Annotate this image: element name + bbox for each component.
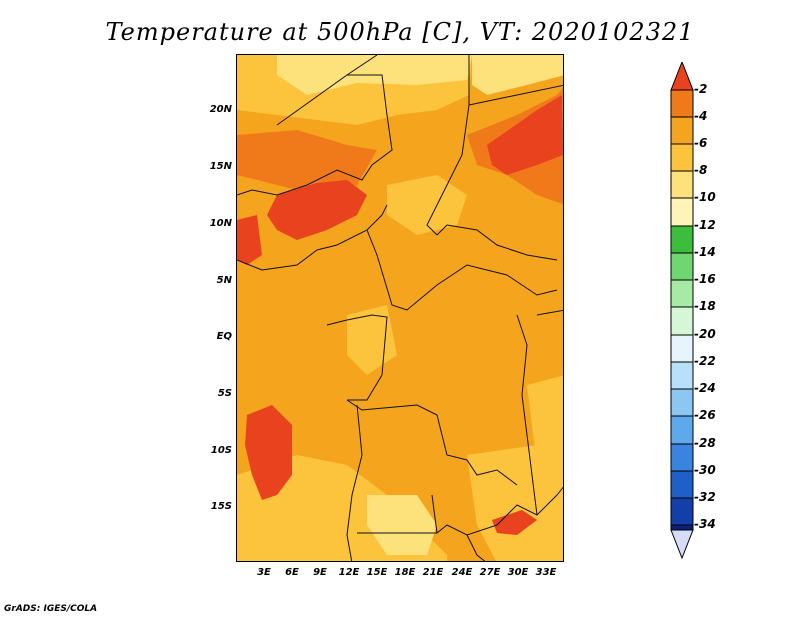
colorbar-label: -32: [694, 490, 716, 504]
border-nigeria-south: [237, 204, 388, 271]
lon-label-15e: 15E: [366, 567, 388, 578]
colorbar-swatch: [670, 306, 694, 336]
lon-label-3e: 3E: [257, 567, 271, 578]
border-zambia-south: [466, 534, 486, 561]
temperature-map: [237, 55, 563, 561]
colorbar-label: -8: [694, 163, 708, 177]
field-region-sudan-warmest: [487, 95, 563, 175]
colorbar-swatch: [670, 524, 694, 531]
field-region-atlantic-warmest: [245, 405, 292, 500]
colorbar-swatch: [670, 89, 694, 118]
lat-label-10s: 10S: [210, 445, 232, 456]
map-plot-area: [236, 54, 564, 562]
field-region-northeast-cool: [472, 55, 563, 95]
field-region-central-light: [387, 175, 467, 235]
lon-label-33e: 33E: [535, 567, 557, 578]
colorbar-label: -16: [694, 272, 716, 286]
lon-label-21e: 21E: [422, 567, 444, 578]
lat-label-5s: 5S: [217, 388, 232, 399]
colorbar-label: -22: [694, 354, 716, 368]
colorbar-swatch: [670, 361, 694, 390]
lon-label-27e: 27E: [479, 567, 501, 578]
lon-label-9e: 9E: [313, 567, 327, 578]
lon-label-24e: 24E: [451, 567, 473, 578]
colorbar-label: -28: [694, 436, 716, 450]
colorbar-bottom-arrow: [670, 529, 694, 560]
field-region-westcoast-warmest: [237, 215, 262, 265]
colorbar-swatch: [670, 443, 694, 472]
lat-label-15s: 15S: [210, 501, 232, 512]
lat-label-20n: 20N: [209, 104, 232, 115]
colorbar-swatch: [670, 334, 694, 363]
colorbar-label: -24: [694, 381, 716, 395]
border-angola-south: [357, 524, 498, 536]
border-libya-sudan: [468, 84, 563, 106]
country-borders: [237, 55, 563, 561]
border-chad-sudan: [426, 55, 470, 236]
border-niger-mali: [237, 74, 393, 196]
lat-label-eq: EQ: [216, 331, 232, 342]
colorbar-swatch: [670, 279, 694, 308]
colorbar-swatch: [670, 415, 694, 445]
border-car-north: [436, 224, 558, 261]
colorbar-swatch: [670, 170, 694, 199]
colorbar-swatch: [670, 497, 694, 526]
colorbar-label: -34: [694, 517, 716, 531]
border-lakes: [516, 314, 538, 516]
colorbar-label: -4: [694, 109, 708, 123]
lat-label-15n: 15N: [209, 161, 232, 172]
border-angola-zambia: [431, 494, 438, 534]
colorbar-top-arrow: [670, 62, 694, 91]
lat-label-10n: 10N: [209, 218, 232, 229]
colorbar-label: -30: [694, 463, 716, 477]
colorbar-label: -2: [694, 82, 708, 96]
colorbar-swatch: [670, 116, 694, 145]
colorbar-label: -6: [694, 136, 708, 150]
lon-label-18e: 18E: [394, 567, 416, 578]
colorbar-label: -10: [694, 190, 716, 204]
field-region-southeast-light: [467, 445, 563, 561]
border-north: [346, 55, 378, 76]
colorbar-label: -14: [694, 245, 716, 259]
colorbar-label: -12: [694, 218, 716, 232]
colorbar-swatch: [670, 143, 694, 172]
border-gabon-congo: [326, 314, 388, 401]
chart-title: Temperature at 500hPa [C], VT: 202010232…: [105, 18, 695, 46]
colorbar-label: -18: [694, 299, 716, 313]
field-region-south-coolest: [367, 495, 437, 555]
colorbar-label: -26: [694, 408, 716, 422]
colorbar: [670, 62, 694, 560]
colorbar-swatch: [670, 388, 694, 417]
colorbar-swatch: [670, 225, 694, 254]
lon-label-30e: 30E: [507, 567, 529, 578]
border-uganda: [536, 309, 563, 316]
grads-credit: GrADS: IGES/COLA: [4, 604, 98, 614]
field-region-east-light: [527, 375, 563, 475]
field-region-congo-light: [347, 305, 397, 375]
border-drc-south: [346, 399, 518, 486]
border-angola-west: [346, 404, 363, 561]
colorbar-swatch: [670, 470, 694, 499]
colorbar-swatch: [670, 197, 694, 227]
field-region-mozambique-warmest: [492, 510, 537, 535]
lat-label-5n: 5N: [216, 275, 232, 286]
border-car-south: [366, 229, 558, 311]
field-region-west-warm: [237, 130, 377, 195]
lon-label-12e: 12E: [338, 567, 360, 578]
colorbar-label: -20: [694, 327, 716, 341]
field-region-nigeria-warmest: [267, 180, 367, 240]
colorbar-swatch: [670, 252, 694, 281]
lon-label-6e: 6E: [285, 567, 299, 578]
